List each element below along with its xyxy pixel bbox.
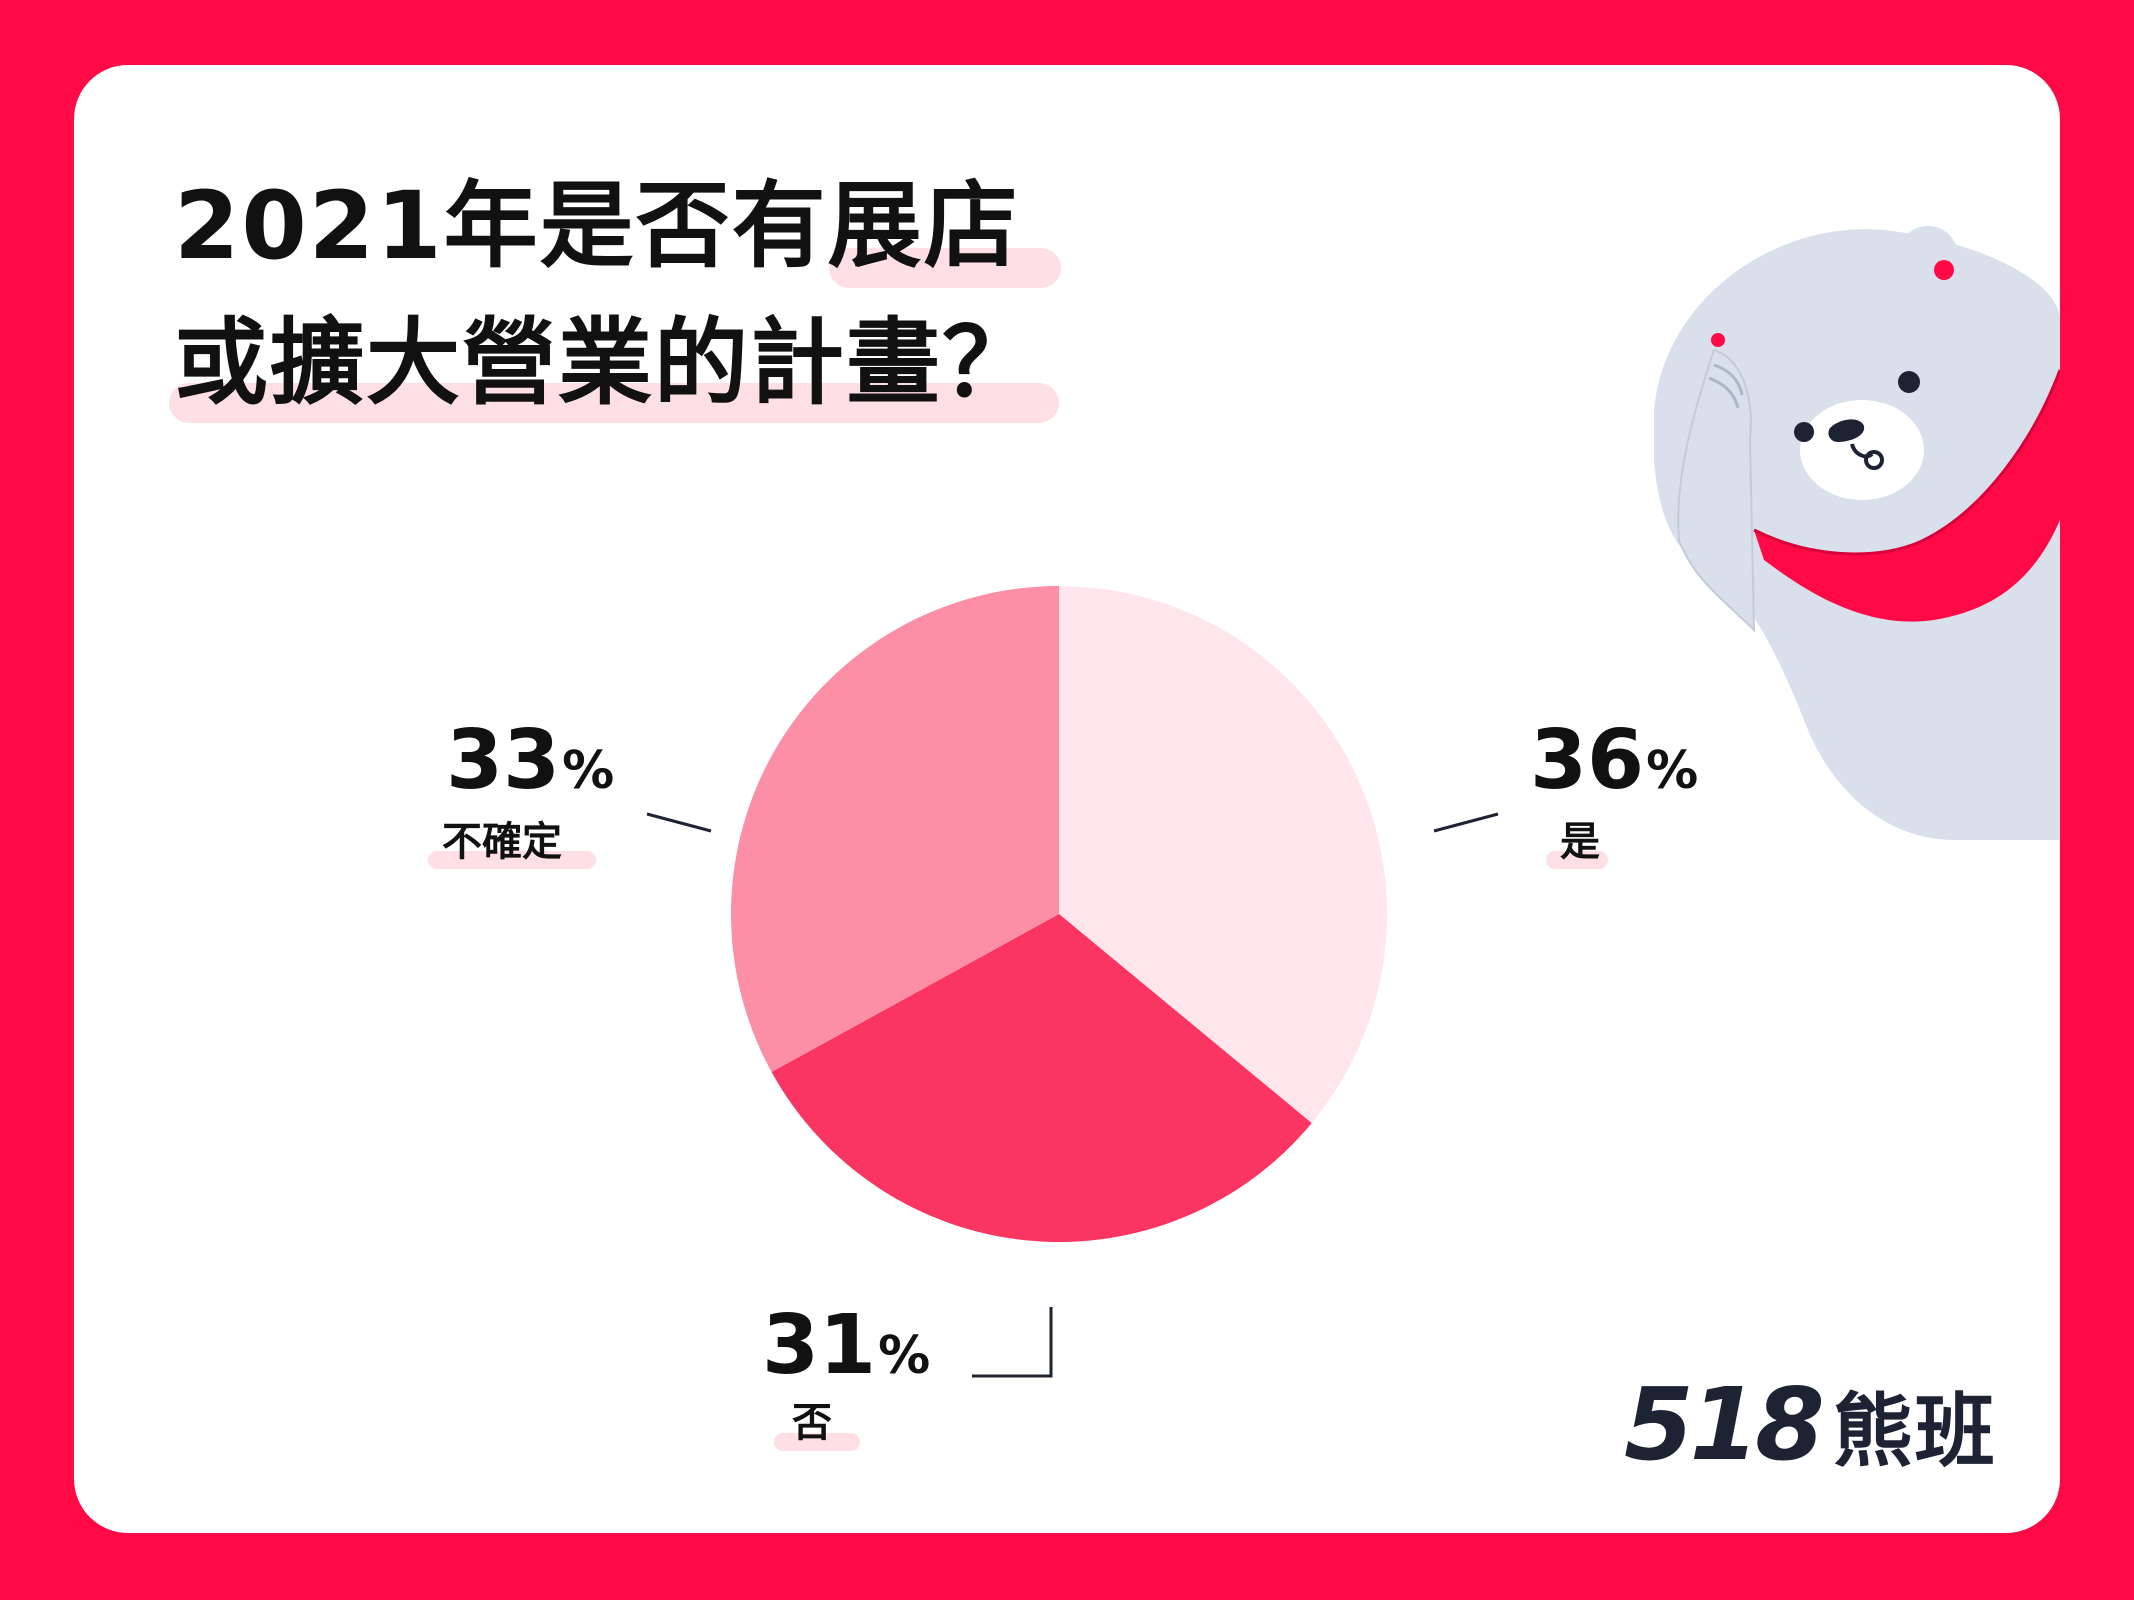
slice-label-unsure-highlight (428, 851, 596, 869)
leader-line-no (972, 1307, 1053, 1378)
slice-label-no-value: 31% (762, 1305, 930, 1387)
slice-label-yes-value: 36% (1530, 720, 1698, 802)
brand-logo: 518 熊班 (1624, 1375, 1997, 1475)
slice-unit-no: % (878, 1326, 931, 1386)
brand-logo-name: 熊班 (1832, 1385, 1997, 1478)
slice-label-yes: 是 (1560, 819, 1600, 865)
slice-value-yes: 36 (1530, 713, 1645, 808)
card: 2021年是否有展店 或擴大營業的計畫？ 36% 是 33% 不確定 31% 否 (74, 65, 2060, 1533)
pie-slice-yes (1059, 586, 1387, 1124)
slice-label-unsure: 不確定 (442, 819, 562, 865)
slice-unit-yes: % (1646, 741, 1699, 801)
pie-chart (730, 586, 1387, 1242)
slice-label-no-highlight (774, 1433, 860, 1451)
slice-value-unsure: 33 (446, 713, 561, 808)
page-title-line-2: 或擴大營業的計畫？ (174, 309, 1039, 418)
title-highlight (169, 383, 1059, 423)
leader-lines (646, 812, 1499, 1378)
pie-slice-unsure (730, 586, 1059, 1073)
bear-mascot-icon (1654, 226, 2060, 840)
page-title-line-1: 2021年是否有展店 (174, 172, 1020, 281)
slice-label-yes-highlight (1546, 851, 1608, 869)
pie-slice-no (771, 914, 1312, 1242)
slice-label-unsure-value: 33% (446, 720, 614, 802)
title-highlight (829, 248, 1061, 288)
brand-logo-digits: 518 (1624, 1366, 1825, 1483)
slice-label-no: 否 (792, 1400, 832, 1446)
leader-line-yes (1433, 812, 1499, 833)
leader-line-unsure (646, 812, 712, 833)
slice-value-no: 31 (762, 1298, 877, 1393)
slice-unit-unsure: % (562, 741, 615, 801)
